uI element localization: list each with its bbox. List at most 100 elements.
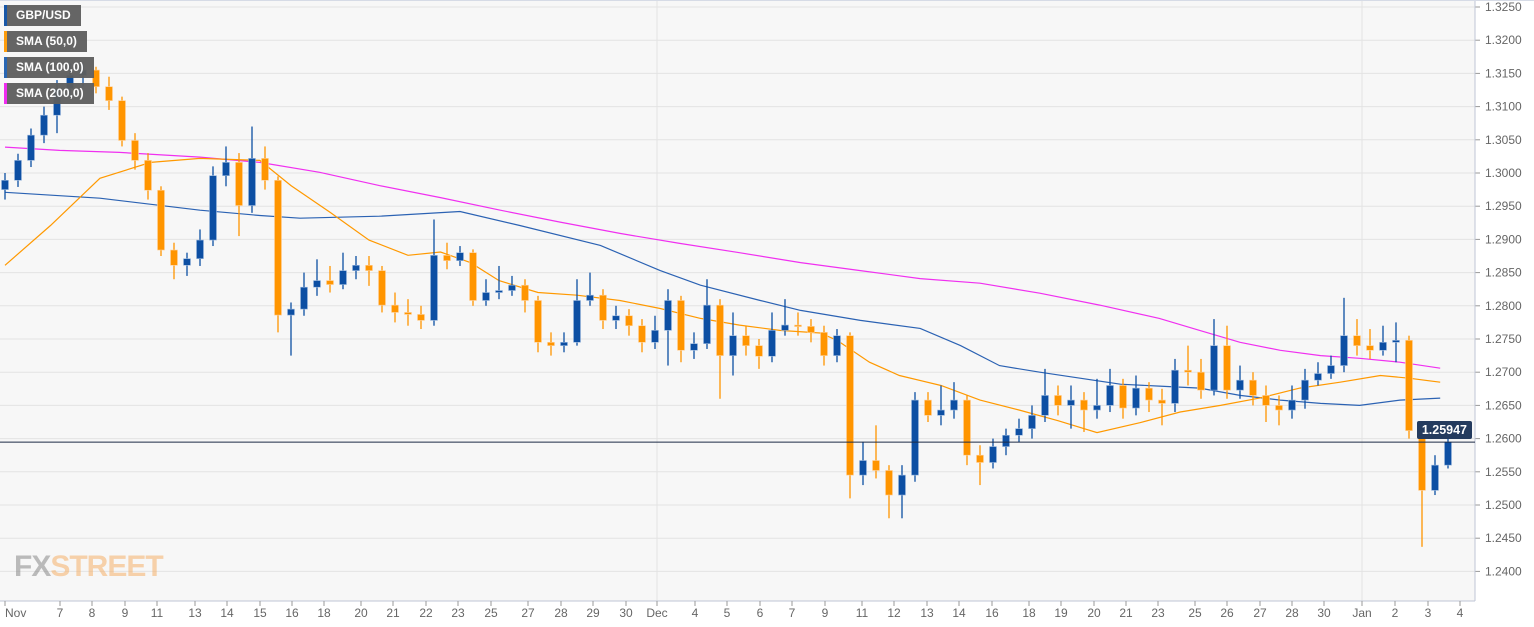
candle-body [742, 335, 750, 346]
candle [508, 275, 516, 296]
candle-body [1340, 335, 1348, 366]
candle-body [1223, 345, 1231, 391]
candle-body [1366, 345, 1374, 351]
candle [14, 153, 22, 187]
candle [1353, 319, 1361, 356]
candle [352, 256, 360, 280]
candle-body [144, 160, 152, 191]
candle [404, 299, 412, 326]
candle-body [482, 292, 490, 301]
x-tick-label: 18 [317, 606, 331, 620]
candle-body [196, 239, 204, 259]
candle [1197, 358, 1205, 399]
x-tick-label: 20 [1087, 606, 1101, 620]
candle-body [1197, 371, 1205, 391]
candle-body [898, 474, 906, 496]
candle-body [1405, 340, 1413, 431]
candle [1015, 418, 1023, 442]
candle-body [1041, 395, 1049, 416]
y-tick-label: 1.2700 [1485, 365, 1522, 379]
candle-body [1262, 395, 1270, 406]
candle-body [131, 140, 139, 161]
candle-body [1184, 369, 1192, 373]
candle [1431, 455, 1439, 496]
candle-body [1132, 387, 1140, 409]
candle [1093, 378, 1101, 419]
candle [1288, 385, 1296, 419]
candle-body [1093, 405, 1101, 411]
legend-sma100[interactable]: SMA (100,0) [4, 57, 94, 78]
x-tick-label: 15 [253, 606, 267, 620]
x-tick-label: 16 [285, 606, 299, 620]
candle [326, 265, 334, 293]
candle [612, 305, 620, 330]
candle-body [989, 446, 997, 463]
candle [872, 425, 880, 479]
y-tick-label: 1.2500 [1485, 498, 1522, 512]
candle [118, 96, 126, 147]
x-tick-label: 7 [789, 606, 796, 620]
candle [1210, 319, 1218, 396]
legend-color-swatch [4, 31, 7, 52]
candle [651, 315, 659, 349]
candle-body [1002, 434, 1010, 447]
y-tick-label: 1.3200 [1485, 33, 1522, 47]
candle-body [1210, 345, 1218, 391]
legend-gbpusd[interactable]: GBP/USD [4, 5, 81, 26]
candle [833, 329, 841, 363]
x-tick-label: 19 [1054, 606, 1068, 620]
candle [443, 242, 451, 270]
candle [963, 395, 971, 466]
candle [521, 279, 529, 313]
x-tick-label: 11 [151, 606, 164, 620]
candle [1327, 355, 1335, 379]
plot-background [0, 0, 1475, 601]
candle-body [1015, 428, 1023, 436]
candle-body [1444, 441, 1452, 466]
x-tick-label: 28 [554, 606, 568, 620]
candle [1275, 395, 1283, 426]
candle [677, 295, 685, 363]
candle [40, 106, 48, 144]
x-tick-label: 13 [920, 606, 934, 620]
candle [1119, 378, 1127, 419]
y-tick-label: 1.3050 [1485, 133, 1522, 147]
candle [261, 146, 269, 190]
candle-body [404, 312, 412, 315]
candle [378, 265, 386, 313]
candle [1132, 375, 1140, 416]
candle-body [924, 399, 932, 416]
candle-body [612, 315, 620, 321]
candle-body [287, 308, 295, 316]
x-tick-label: 4 [1457, 606, 1464, 620]
legend-color-swatch [4, 5, 7, 26]
candle-body [1119, 385, 1127, 409]
candle-body [313, 280, 321, 288]
candle-body [1288, 399, 1296, 411]
candle-body [1249, 379, 1257, 396]
x-tick-label: 16 [985, 606, 999, 620]
chart-legend: GBP/USD SMA (50,0) SMA (100,0) SMA (200,… [4, 5, 94, 109]
candle [313, 259, 321, 296]
legend-sma200[interactable]: SMA (200,0) [4, 83, 94, 104]
last-price-label: 1.25947 [1416, 421, 1472, 439]
x-tick-label: 27 [521, 606, 535, 620]
candle [222, 146, 230, 187]
x-tick-label: Jan [1352, 606, 1371, 620]
candle-body [885, 470, 893, 496]
candle-body [92, 69, 100, 87]
x-tick-label: 25 [1188, 606, 1202, 620]
candle [1405, 335, 1413, 439]
x-tick-label: 2 [1392, 606, 1399, 620]
legend-sma50[interactable]: SMA (50,0) [4, 31, 87, 52]
y-tick-label: 1.3250 [1485, 0, 1522, 14]
y-tick-label: 1.2450 [1485, 531, 1522, 545]
candle [664, 289, 672, 366]
candle-body [950, 399, 958, 411]
x-tick-label: Dec [646, 606, 667, 620]
candle-body [183, 258, 191, 266]
candle-body [261, 158, 269, 181]
y-tick-label: 1.2400 [1485, 564, 1522, 578]
candle [703, 279, 711, 349]
